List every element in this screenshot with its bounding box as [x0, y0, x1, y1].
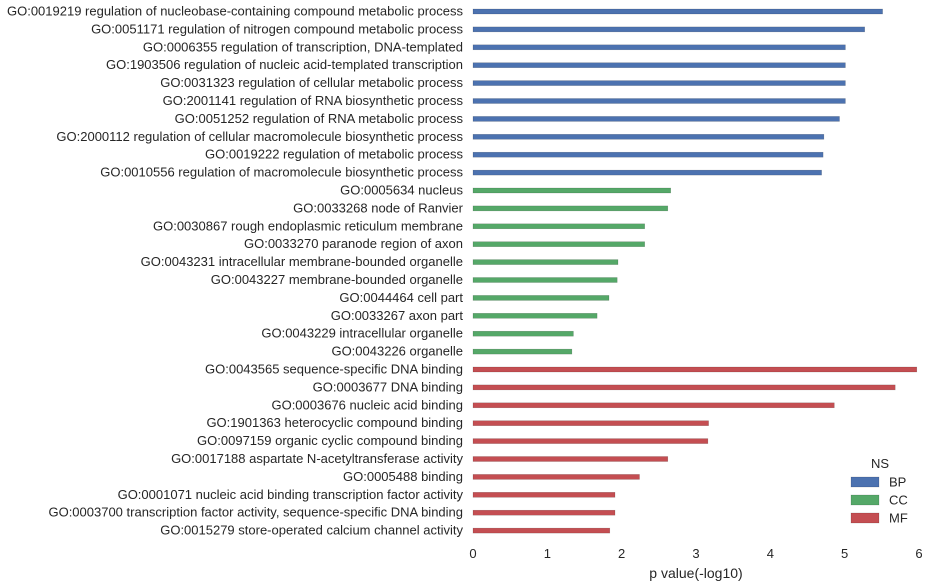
legend-title: NS [871, 456, 889, 471]
x-tick-label: 1 [544, 546, 551, 561]
x-tick-label: 0 [469, 546, 476, 561]
legend-label-bp: BP [889, 475, 906, 490]
bar-mf [472, 402, 835, 409]
category-label: GO:0033270 paranode region of axon [244, 236, 463, 251]
category-label: GO:0005488 binding [343, 469, 463, 484]
bar-bp [472, 8, 883, 15]
bar-bp [472, 134, 825, 140]
bar-cc [472, 313, 598, 319]
category-label: GO:2001141 regulation of RNA biosyntheti… [163, 93, 464, 108]
category-label: GO:0006355 regulation of transcription, … [143, 39, 463, 54]
category-label: GO:0051252 regulation of RNA metabolic p… [175, 111, 464, 126]
bar-mf [472, 366, 918, 373]
bar-bp [472, 169, 822, 176]
bar-cc [472, 205, 669, 212]
bar-mf [472, 509, 616, 516]
category-label: GO:0033268 node of Ranvier [293, 200, 464, 215]
category-label: GO:0031323 regulation of cellular metabo… [160, 75, 463, 90]
category-label: GO:2000112 regulation of cellular macrom… [56, 129, 463, 144]
bar-mf [472, 384, 896, 391]
bar-cc [472, 348, 573, 355]
x-tick-label: 5 [841, 546, 848, 561]
x-axis-ticks: 0 1 2 3 4 5 6 [469, 546, 922, 561]
x-axis-label: p value(-log10) [649, 565, 742, 581]
category-label: GO:0003677 DNA binding [313, 379, 463, 394]
bar-mf [472, 492, 616, 498]
category-label: GO:0015279 store-operated calcium channe… [160, 523, 463, 538]
category-label: GO:0010556 regulation of macromolecule b… [100, 165, 463, 180]
bar-bp [472, 26, 865, 33]
bar-cc [472, 330, 574, 337]
bar-mf [472, 527, 611, 534]
legend-swatch-mf [850, 512, 880, 524]
bar-cc [472, 277, 618, 283]
category-label: GO:0017188 aspartate N-acetyltransferase… [171, 451, 463, 466]
bars-group [472, 8, 918, 534]
category-label: GO:1901363 heterocyclic compound binding [206, 415, 463, 430]
category-label: GO:0043565 sequence-specific DNA binding [205, 362, 463, 377]
category-labels: GO:0019219 regulation of nucleobase-cont… [7, 4, 464, 538]
x-tick-label: 6 [915, 546, 922, 561]
bar-cc [472, 187, 671, 194]
category-label: GO:0033267 axon part [331, 308, 464, 323]
bar-cc [472, 241, 645, 247]
category-label: GO:1903506 regulation of nucleic acid-te… [106, 57, 463, 72]
legend-swatch-bp [850, 476, 880, 488]
x-tick-label: 4 [767, 546, 774, 561]
x-tick-label: 3 [692, 546, 699, 561]
bar-bp [472, 116, 840, 122]
x-tick-label: 2 [618, 546, 625, 561]
category-label: GO:0043226 organelle [331, 344, 463, 359]
category-label: GO:0030867 rough endoplasmic reticulum m… [153, 218, 463, 233]
category-label: GO:0097159 organic cyclic compound bindi… [197, 433, 463, 448]
category-label: GO:0001071 nucleic acid binding transcri… [118, 487, 464, 502]
category-label: GO:0043229 intracellular organelle [261, 326, 463, 341]
bar-bp [472, 151, 824, 158]
legend-label-mf: MF [889, 511, 908, 526]
legend: NS BP CC MF [850, 456, 908, 526]
bar-cc [472, 295, 610, 301]
bar-bp [472, 62, 846, 68]
bar-mf [472, 456, 669, 462]
bar-cc [472, 223, 645, 230]
category-label: GO:0003700 transcription factor activity… [48, 505, 463, 520]
category-label: GO:0019222 regulation of metabolic proce… [205, 147, 463, 162]
category-label: GO:0043227 membrane-bounded organelle [211, 272, 463, 287]
category-label: GO:0003676 nucleic acid binding [271, 397, 463, 412]
bar-mf [472, 420, 709, 426]
category-label: GO:0019219 regulation of nucleobase-cont… [7, 4, 464, 19]
category-label: GO:0005634 nucleus [340, 183, 463, 198]
bar-bp [472, 80, 846, 86]
bar-mf [472, 438, 709, 444]
category-label: GO:0044464 cell part [339, 290, 463, 305]
legend-swatch-cc [850, 494, 880, 506]
legend-label-cc: CC [889, 493, 908, 508]
category-label: GO:0051171 regulation of nitrogen compou… [91, 21, 463, 36]
bar-mf [472, 474, 640, 480]
bar-cc [472, 259, 619, 265]
bar-bp [472, 44, 846, 51]
category-label: GO:0043231 intracellular membrane-bounde… [141, 254, 463, 269]
legend-items: BP CC MF [850, 475, 908, 526]
bar-bp [472, 98, 846, 104]
